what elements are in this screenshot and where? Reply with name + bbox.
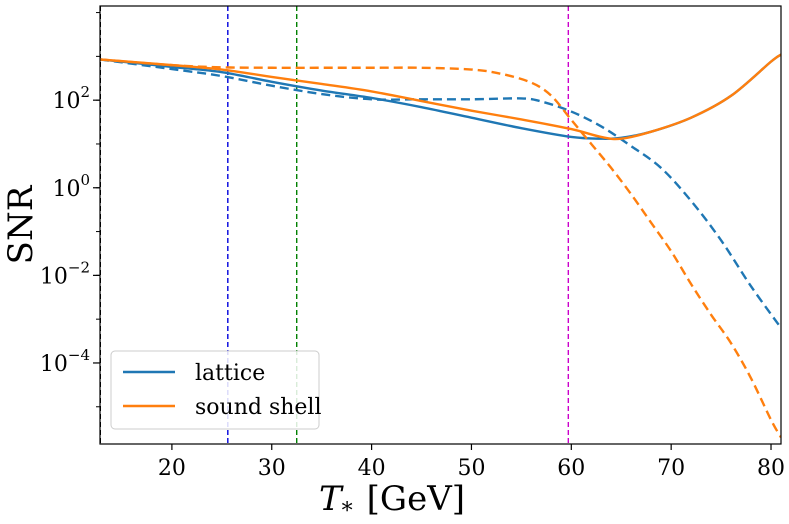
y-tick-label: 102 bbox=[52, 83, 90, 114]
x-tick-label: 30 bbox=[258, 456, 286, 481]
x-tick-label: 80 bbox=[757, 456, 785, 481]
x-tick-label: 70 bbox=[657, 456, 685, 481]
series-line-lattice-dashed bbox=[100, 58, 781, 329]
y-tick-label: 100 bbox=[52, 171, 90, 202]
series-line-sound-shell-solid bbox=[100, 53, 781, 141]
y-axis-label: SNR bbox=[1, 184, 41, 264]
x-tick-label: 40 bbox=[358, 456, 386, 481]
x-tick-label: 60 bbox=[557, 456, 585, 481]
legend: lattice sound shell bbox=[110, 350, 322, 430]
x-tick-label: 20 bbox=[158, 456, 186, 481]
x-tick-label: 50 bbox=[457, 456, 485, 481]
legend-label-lattice: lattice bbox=[195, 361, 265, 386]
x-axis-label: T* [GeV] bbox=[319, 479, 465, 524]
series-line-sound-shell-dashed bbox=[100, 58, 781, 439]
y-tick-label: 10−2 bbox=[40, 258, 90, 289]
legend-label-sound-shell: sound shell bbox=[195, 395, 322, 420]
legend-box bbox=[110, 350, 320, 430]
plot-frame bbox=[99, 5, 782, 445]
y-tick-label: 10−4 bbox=[40, 346, 90, 377]
